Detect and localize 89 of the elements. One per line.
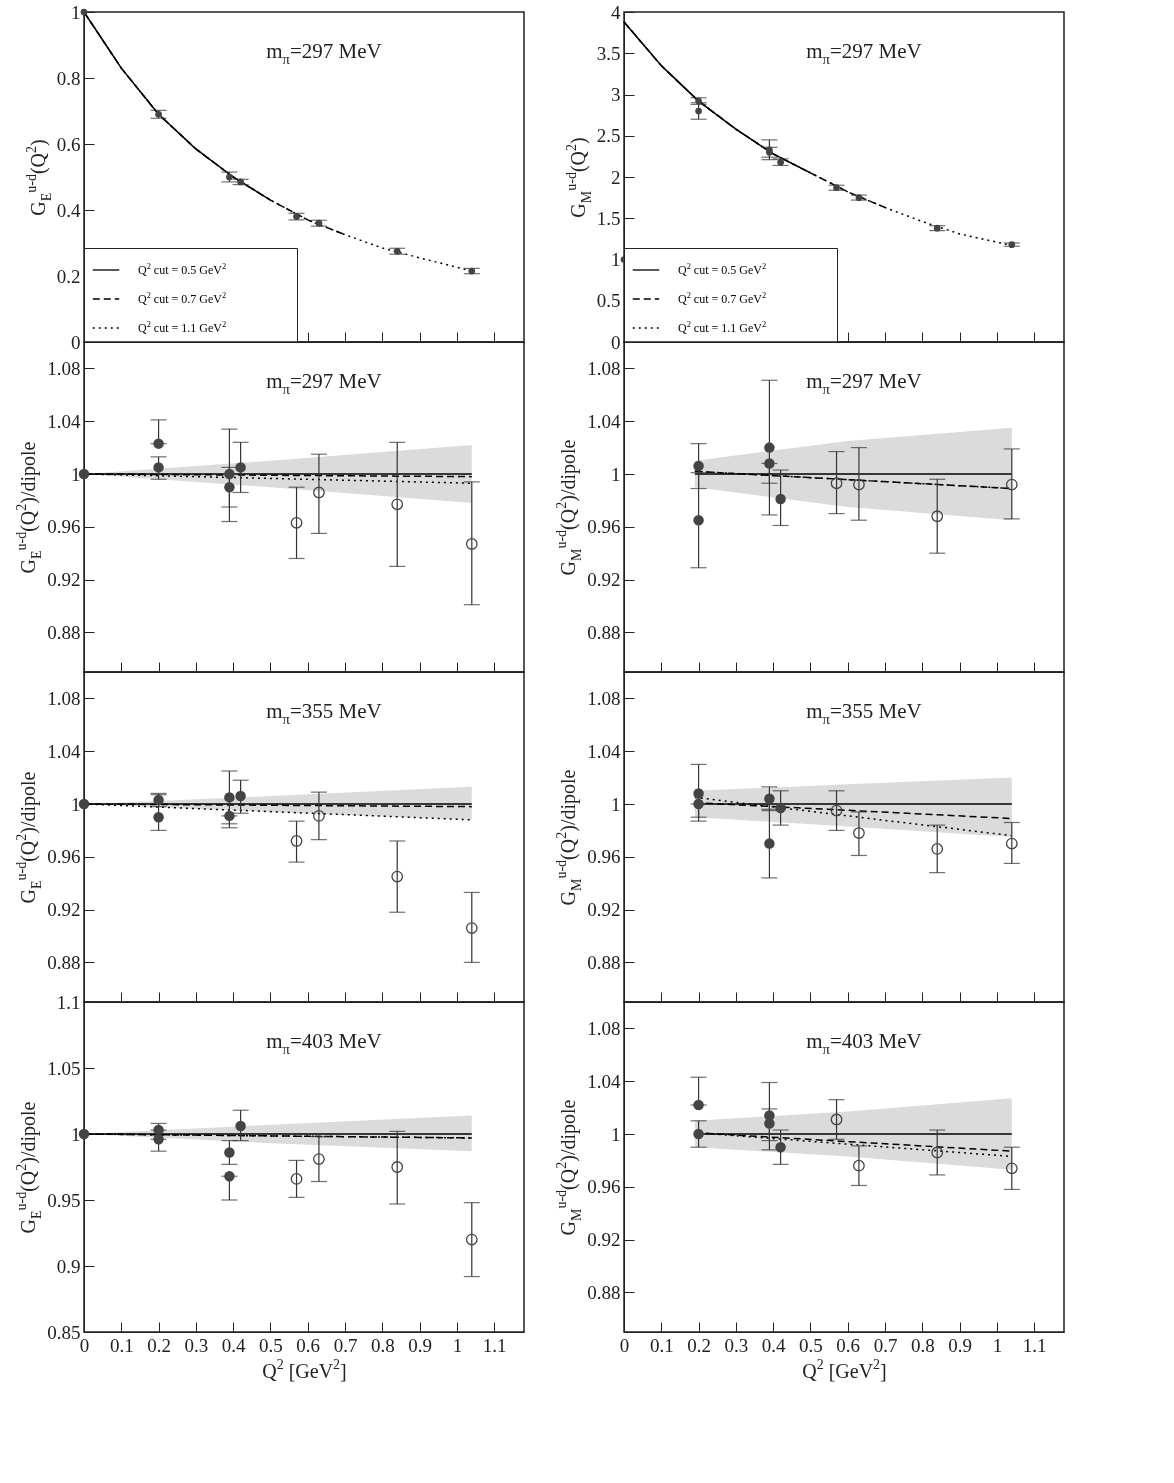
- y-tick-label: 1: [611, 249, 621, 270]
- y-tick-label: 1.1: [56, 991, 81, 1013]
- y-tick-label: 0.88: [47, 621, 81, 643]
- x-tick-label: 0.8: [910, 1334, 935, 1356]
- y-tick-label: 1.5: [596, 207, 621, 229]
- y-tick-label: 0.8: [56, 67, 81, 89]
- y-tick-label: 0.88: [587, 621, 621, 643]
- y-tick-label: 1.08: [587, 1017, 621, 1039]
- y-tick-label: 0.9: [56, 1255, 81, 1277]
- y-tick-label: 1.04: [47, 410, 81, 432]
- y-tick-label: 1.08: [587, 687, 621, 709]
- x-tick-label: 0.6: [296, 1334, 321, 1356]
- y-tick-label: 0.96: [587, 846, 621, 868]
- x-tick-label: 0.4: [761, 1334, 787, 1356]
- y-tick-label: 0: [611, 331, 621, 353]
- y-tick-label: 2.5: [596, 125, 621, 147]
- x-tick-label: 0.9: [408, 1334, 432, 1356]
- x-tick-label: 1.1: [1022, 1334, 1047, 1356]
- y-tick-label: 1.08: [47, 357, 81, 379]
- y-tick-label: 0.92: [47, 569, 81, 591]
- y-tick-label: 0.96: [587, 516, 621, 538]
- y-tick-label: 1.08: [587, 357, 621, 379]
- y-tick-label: 3.5: [596, 42, 621, 64]
- x-axis-title: Q$^{2}$ [GeV$^{2}$]: [262, 1356, 347, 1382]
- y-tick-label: 1: [71, 463, 81, 485]
- y-tick-label: 1: [71, 793, 81, 815]
- y-tick-label: 3: [611, 84, 621, 105]
- y-tick-label: 4: [611, 1, 621, 23]
- y-tick-label: 1: [611, 1123, 621, 1145]
- y-tick-label: 0.4: [56, 199, 81, 221]
- legend-label: Q$^{2}$ cut = 0.5 GeV$^{2}$: [138, 261, 227, 277]
- x-tick-label: 1: [992, 1334, 1003, 1356]
- x-tick-label: 0.2: [687, 1334, 711, 1356]
- x-tick-label: 0.3: [724, 1334, 749, 1356]
- x-tick-label: 0.5: [259, 1334, 283, 1356]
- x-tick-label: 0.2: [147, 1334, 171, 1356]
- y-tick-label: 1.04: [47, 740, 81, 762]
- y-tick-label: 1.08: [47, 687, 81, 709]
- legend-label: Q$^{2}$ cut = 0.7 GeV$^{2}$: [678, 290, 767, 306]
- annotation: m$_{π}$=297 MeV: [266, 369, 382, 398]
- y-tick-label: 0.6: [56, 133, 81, 155]
- y-tick-label: 0.2: [56, 265, 81, 287]
- x-tick-label: 0.3: [184, 1334, 209, 1356]
- x-tick-label: 0.1: [649, 1334, 674, 1356]
- y-tick-label: 0.96: [47, 516, 81, 538]
- x-tick-label: 0.7: [873, 1334, 898, 1356]
- x-axis-title: Q$^{2}$ [GeV$^{2}$]: [802, 1356, 887, 1382]
- y-tick-label: 0.96: [587, 1176, 621, 1198]
- y-tick-label: 0.85: [47, 1321, 81, 1343]
- y-tick-label: 0.95: [47, 1189, 81, 1211]
- x-tick-label: 0.9: [948, 1334, 972, 1356]
- y-tick-label: 0.92: [587, 899, 621, 921]
- x-tick-label: 0.7: [333, 1334, 358, 1356]
- y-tick-label: 0.5: [596, 290, 621, 312]
- y-tick-label: 0.88: [47, 951, 81, 973]
- y-tick-label: 1: [611, 793, 621, 815]
- annotation: m$_{π}$=403 MeV: [806, 1029, 922, 1058]
- x-tick-label: 0.1: [109, 1334, 134, 1356]
- x-tick-label: 1: [452, 1334, 463, 1356]
- legend-label: Q$^{2}$ cut = 1.1 GeV$^{2}$: [138, 319, 227, 335]
- y-tick-label: 0.96: [47, 846, 81, 868]
- annotation: m$_{π}$=297 MeV: [806, 39, 922, 68]
- y-tick-label: 1.04: [587, 1070, 621, 1092]
- y-tick-label: 0.92: [587, 569, 621, 591]
- x-tick-label: 0.4: [221, 1334, 247, 1356]
- x-tick-label: 0.6: [836, 1334, 861, 1356]
- x-tick-label: 0.8: [370, 1334, 395, 1356]
- annotation: m$_{π}$=403 MeV: [266, 1029, 382, 1058]
- y-tick-label: 1: [71, 1, 81, 23]
- y-tick-label: 0.88: [587, 1281, 621, 1303]
- annotation: m$_{π}$=355 MeV: [266, 699, 382, 728]
- y-tick-label: 0.88: [587, 951, 621, 973]
- legend-label: Q$^{2}$ cut = 0.7 GeV$^{2}$: [138, 290, 227, 306]
- x-tick-label: 1.1: [482, 1334, 507, 1356]
- y-tick-label: 0.92: [47, 899, 81, 921]
- x-tick-label: 0.5: [799, 1334, 823, 1356]
- legend-label: Q$^{2}$ cut = 1.1 GeV$^{2}$: [678, 319, 767, 335]
- y-tick-label: 1: [611, 463, 621, 485]
- y-tick-label: 2: [611, 166, 621, 188]
- y-tick-label: 1.04: [587, 740, 621, 762]
- annotation: m$_{π}$=355 MeV: [806, 699, 922, 728]
- y-tick-label: 1.05: [47, 1057, 81, 1079]
- y-tick-label: 0: [71, 331, 81, 353]
- y-tick-label: 1.04: [587, 410, 621, 432]
- annotation: m$_{π}$=297 MeV: [806, 369, 922, 398]
- annotation: m$_{π}$=297 MeV: [266, 39, 382, 68]
- y-tick-label: 1: [71, 1123, 81, 1145]
- legend-label: Q$^{2}$ cut = 0.5 GeV$^{2}$: [678, 261, 767, 277]
- y-tick-label: 0.92: [587, 1229, 621, 1251]
